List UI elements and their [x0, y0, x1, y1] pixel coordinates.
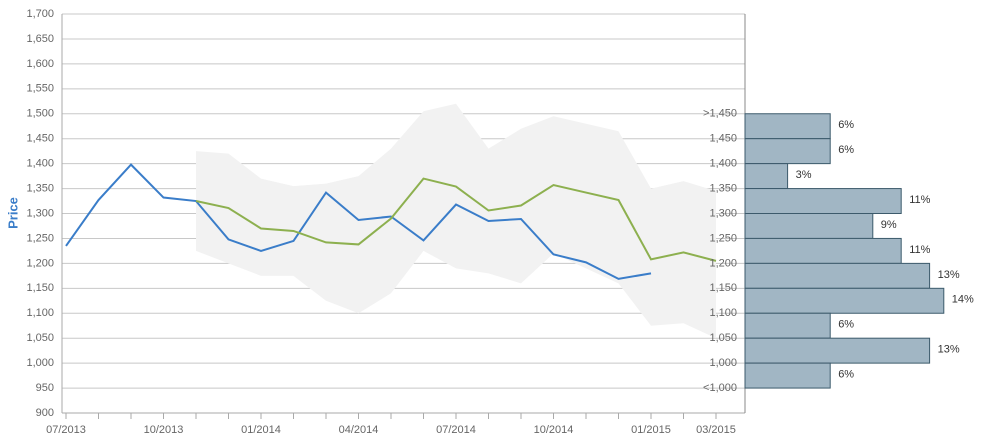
histogram-bar [744, 188, 902, 214]
histogram-bar [744, 163, 789, 190]
y-tick-label: 1,100 [26, 307, 54, 319]
y-tick-label: 1,350 [26, 182, 54, 194]
histogram-bar [744, 213, 874, 239]
histogram-bin-label: <1,000 [703, 382, 737, 394]
histogram-bin-label: 1,350 [709, 182, 737, 194]
y-tick-label: 1,650 [26, 33, 54, 45]
histogram-bin-label: >1,450 [703, 108, 737, 120]
histogram-value-label: 6% [838, 369, 854, 381]
histogram-bin-label: 1,000 [709, 357, 737, 369]
x-tick-label: 10/2013 [144, 424, 184, 436]
x-tick-label: 01/2015 [631, 424, 671, 436]
y-tick-label: 1,200 [26, 257, 54, 269]
y-axis-label: Price [5, 197, 20, 229]
histogram-bar [744, 262, 931, 289]
histogram-bar [744, 362, 831, 389]
histogram-bin-label: 1,300 [709, 207, 737, 219]
y-tick-label: 1,600 [26, 58, 54, 70]
y-tick-label: 1,400 [26, 158, 54, 170]
histogram-value-label: 13% [938, 269, 960, 281]
y-tick-label: 1,050 [26, 332, 54, 344]
histogram-value-label: 6% [838, 319, 854, 331]
histogram-bin-label: 1,150 [709, 282, 737, 294]
y-tick-label: 1,000 [26, 357, 54, 369]
histogram-bar [744, 287, 945, 314]
range-band [196, 103, 716, 339]
histogram-value-label: 9% [881, 219, 897, 231]
histogram-bin-label: 1,050 [709, 332, 737, 344]
y-tick-label: 1,450 [26, 133, 54, 145]
histogram-value-label: 6% [838, 144, 854, 156]
histogram-bar [744, 312, 831, 339]
histogram-bin-label: 1,250 [709, 232, 737, 244]
x-tick-label: 07/2014 [436, 424, 476, 436]
y-tick-label: 1,550 [26, 83, 54, 95]
histogram-value-label: 3% [796, 169, 812, 181]
x-tick-label: 03/2015 [696, 424, 736, 436]
y-tick-label: 1,700 [26, 8, 54, 20]
histogram-bin-label: 1,450 [709, 133, 737, 145]
histogram-bin-label: 1,200 [709, 257, 737, 269]
histogram-bar [744, 113, 831, 140]
histogram-value-label: 11% [909, 194, 930, 206]
y-tick-label: 950 [36, 382, 54, 394]
histogram-bar [744, 337, 931, 364]
histogram-value-label: 13% [938, 344, 960, 356]
histogram-bin-label: 1,100 [709, 307, 737, 319]
histogram-bin-label: 1,400 [709, 158, 737, 170]
x-tick-label: 01/2014 [241, 424, 281, 436]
x-tick-label: 07/2013 [46, 424, 86, 436]
line [195, 177, 717, 262]
y-tick-label: 900 [36, 407, 54, 419]
y-tick-label: 1,150 [26, 282, 54, 294]
histogram-value-label: 14% [952, 294, 974, 306]
histogram-value-label: 11% [909, 244, 930, 256]
line [65, 163, 652, 280]
y-tick-label: 1,250 [26, 232, 54, 244]
y-tick-label: 1,300 [26, 207, 54, 219]
histogram-bar [744, 138, 831, 165]
x-tick-label: 10/2014 [534, 424, 574, 436]
histogram-bar [744, 237, 902, 264]
histogram-value-label: 6% [838, 119, 854, 131]
x-tick-label: 04/2014 [339, 424, 379, 436]
y-tick-label: 1,500 [26, 108, 54, 120]
